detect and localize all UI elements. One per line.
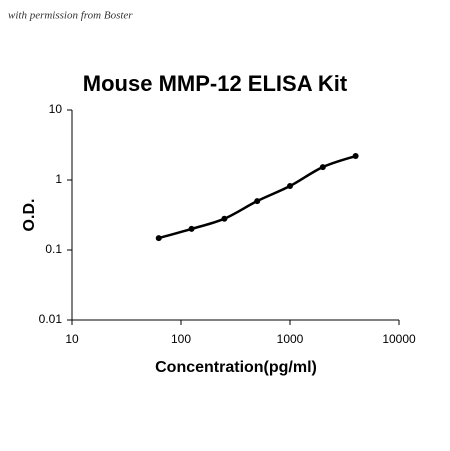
- x-axis-label: Concentration(pg/ml): [155, 359, 317, 376]
- point: [155, 235, 162, 242]
- watermark: with permission from Boster: [8, 10, 133, 22]
- point: [319, 164, 326, 171]
- y-tick-label: 0.01: [39, 312, 63, 326]
- point: [352, 153, 359, 160]
- x-tick-label: 100: [171, 332, 191, 346]
- point: [287, 183, 293, 190]
- chart-title: Mouse MMP-12 ELISA Kit: [83, 71, 348, 96]
- x-tick-label: 1000: [277, 332, 304, 346]
- x-tick-label: 10: [65, 332, 79, 346]
- point: [221, 215, 228, 222]
- y-tick-label: 10: [49, 102, 63, 116]
- point: [254, 198, 261, 205]
- point: [188, 225, 195, 232]
- x-tick-label: 10000: [382, 332, 416, 346]
- y-tick-label: 1: [55, 172, 62, 186]
- y-axis-label: O.D.: [21, 199, 38, 232]
- y-tick-label: 0.1: [45, 242, 62, 256]
